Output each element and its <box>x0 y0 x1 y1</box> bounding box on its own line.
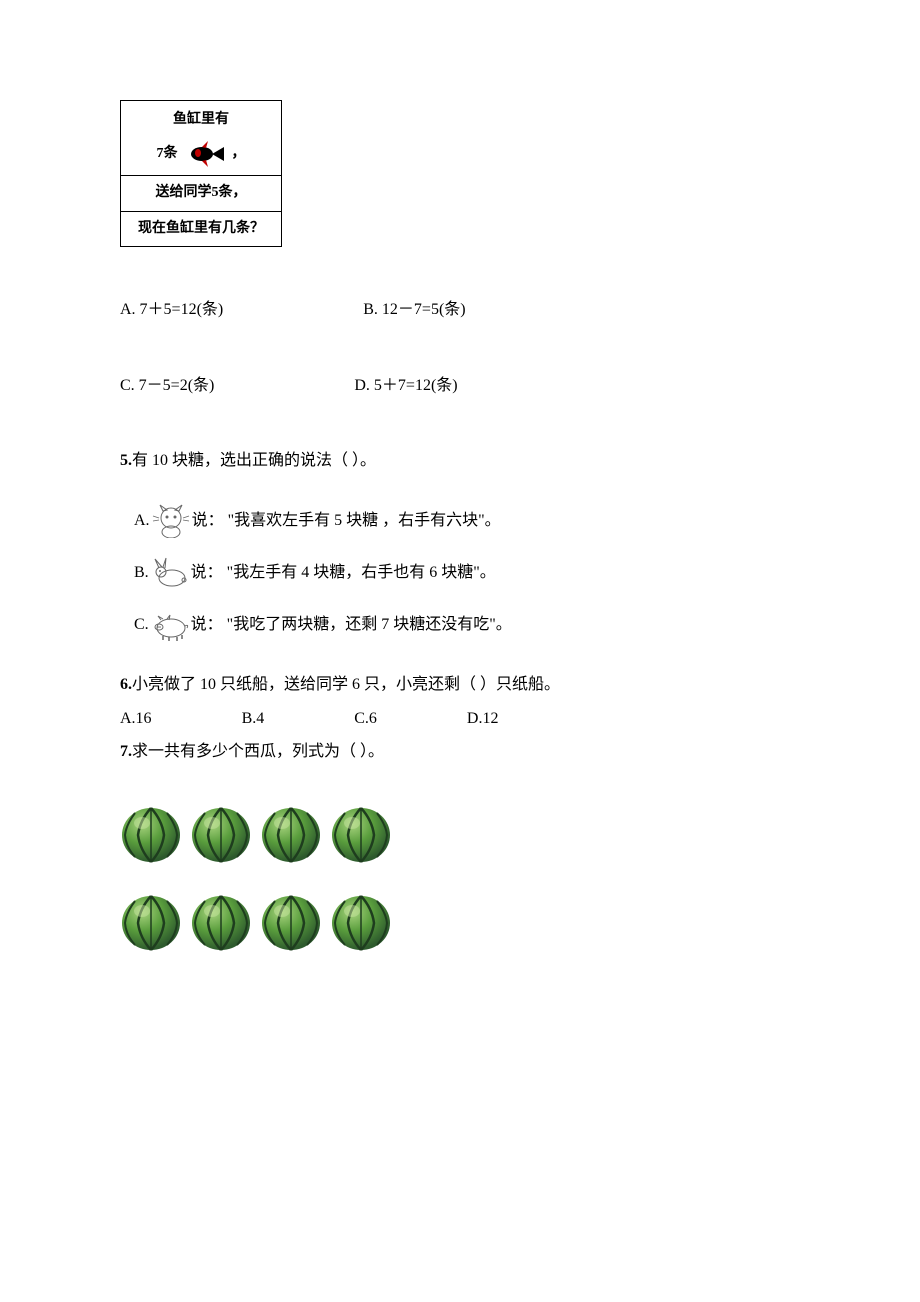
watermelon-row-2 <box>120 893 800 951</box>
q5-optA-prefix: A. <box>134 508 150 534</box>
q5-optA-text: 说： "我喜欢左手有 5 块糖 ，右手有六块"。 <box>192 508 501 534</box>
q6-option-a: A.16 <box>120 706 152 732</box>
watermelon-icon <box>260 893 322 951</box>
q7-stem: 7.求一共有多少个西瓜，列式为（ ）。 <box>120 739 800 765</box>
q5-stem-text: 有 10 块糖，选出正确的说法（ ）。 <box>132 452 376 469</box>
watermelon-icon <box>330 805 392 863</box>
q5-option-a: A. 说： "我喜欢左手有 5 块糖 ，右手有六块"。 <box>134 504 800 538</box>
q4-options-row1: A. 7＋5=12(条) B. 12－7=5(条) <box>120 297 800 323</box>
q5-optC-prefix: C. <box>134 612 149 638</box>
q5-number: 5. <box>120 452 132 469</box>
watermelon-icon <box>120 893 182 951</box>
q6-option-c: C.6 <box>354 706 377 732</box>
q5-optB-text: 说： "我左手有 4 块糖，右手也有 6 块糖"。 <box>191 560 496 586</box>
watermelon-icon <box>120 805 182 863</box>
pig-icon <box>151 608 189 642</box>
fish-box-comma: ， <box>232 143 246 165</box>
q4-option-a: A. 7＋5=12(条) <box>120 297 223 323</box>
q5-optB-prefix: B. <box>134 560 149 586</box>
cat-icon <box>152 504 190 538</box>
watermelon-icon <box>190 893 252 951</box>
q6-option-b: B.4 <box>242 706 265 732</box>
q7-number: 7. <box>120 743 132 760</box>
q5-option-b: B. 说： "我左手有 4 块糖，右手也有 6 块糖"。 <box>134 556 800 590</box>
q4-option-d: D. 5＋7=12(条) <box>354 373 457 399</box>
q5-optC-text: 说： "我吃了两块糖，还剩 7 块糖还没有吃"。 <box>191 612 512 638</box>
watermelon-icon <box>330 893 392 951</box>
q5-stem: 5.有 10 块糖，选出正确的说法（ ）。 <box>120 448 800 474</box>
q6-stem: 6.小亮做了 10 只纸船，送给同学 6 只，小亮还剩（ ）只纸船。 <box>120 672 800 698</box>
watermelon-icon <box>260 805 322 863</box>
fish-box-line3: 送给同学5条， <box>121 176 281 210</box>
fish-problem-box: 鱼缸里有 7条 ， 送给同学5条， 现在鱼缸里有几条？ <box>120 100 282 247</box>
rabbit-icon <box>151 556 189 590</box>
q6-options: A.16 B.4 C.6 D.12 <box>120 706 800 732</box>
q6-stem-text: 小亮做了 10 只纸船，送给同学 6 只，小亮还剩（ ）只纸船。 <box>132 676 560 693</box>
q4-option-b: B. 12－7=5(条) <box>363 297 465 323</box>
fish-box-line2: 7条 ， <box>121 137 281 175</box>
goldfish-icon <box>184 141 226 167</box>
q6-number: 6. <box>120 676 132 693</box>
fish-count-text: 7条 <box>157 143 178 165</box>
q4-option-c: C. 7－5=2(条) <box>120 373 214 399</box>
watermelon-row-1 <box>120 805 800 863</box>
q6-option-d: D.12 <box>467 706 499 732</box>
fish-box-line4: 现在鱼缸里有几条？ <box>121 212 281 246</box>
fish-box-line1: 鱼缸里有 <box>121 101 281 137</box>
q4-options-row2: C. 7－5=2(条) D. 5＋7=12(条) <box>120 373 800 399</box>
watermelon-icon <box>190 805 252 863</box>
q5-option-c: C. 说： "我吃了两块糖，还剩 7 块糖还没有吃"。 <box>134 608 800 642</box>
q7-stem-text: 求一共有多少个西瓜，列式为（ ）。 <box>132 743 384 760</box>
document-page: 鱼缸里有 7条 ， 送给同学5条， 现在鱼缸里有几条？ A. 7＋5=12(条)… <box>0 0 920 1041</box>
